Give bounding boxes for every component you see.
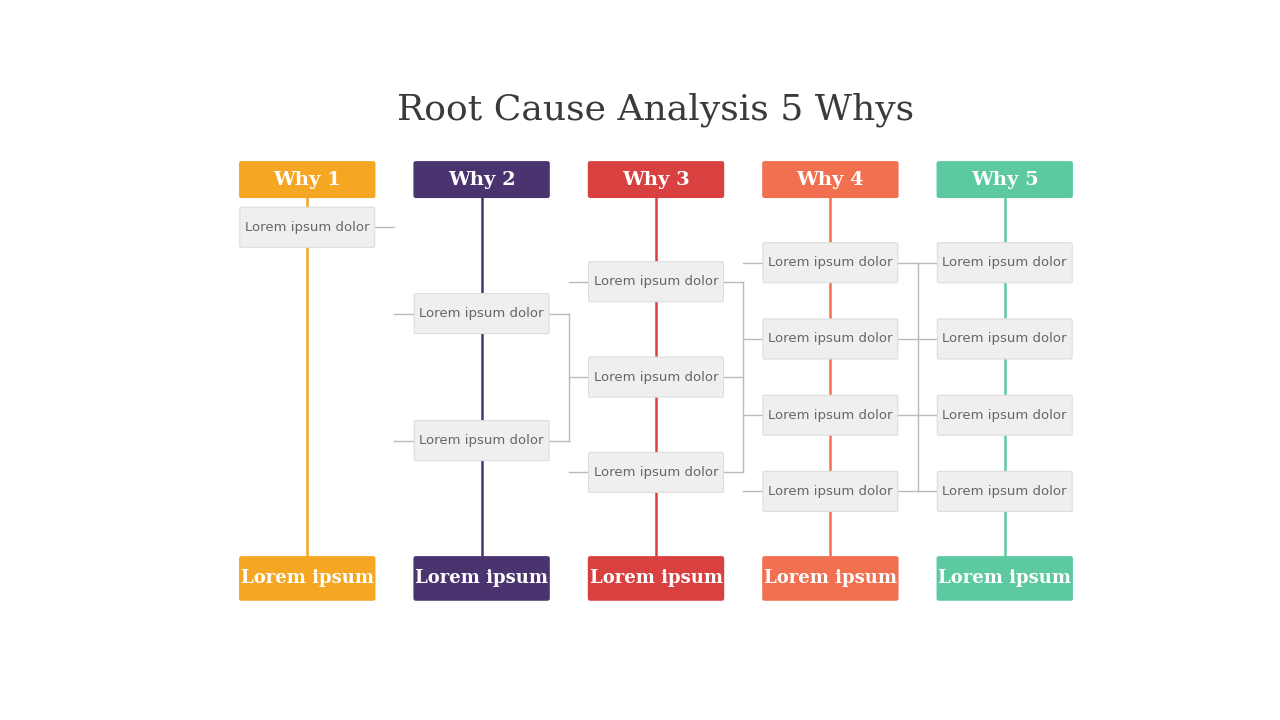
- FancyBboxPatch shape: [937, 395, 1073, 435]
- FancyBboxPatch shape: [413, 556, 550, 600]
- Text: Lorem ipsum dolor: Lorem ipsum dolor: [942, 333, 1068, 346]
- Text: Lorem ipsum: Lorem ipsum: [241, 570, 374, 588]
- FancyBboxPatch shape: [763, 472, 897, 511]
- Text: Lorem ipsum dolor: Lorem ipsum dolor: [594, 275, 718, 288]
- FancyBboxPatch shape: [762, 556, 899, 600]
- FancyBboxPatch shape: [239, 207, 375, 248]
- Text: Why 5: Why 5: [970, 171, 1038, 189]
- Text: Lorem ipsum: Lorem ipsum: [938, 570, 1071, 588]
- FancyBboxPatch shape: [937, 472, 1073, 511]
- FancyBboxPatch shape: [588, 161, 724, 198]
- Text: Root Cause Analysis 5 Whys: Root Cause Analysis 5 Whys: [397, 92, 915, 127]
- Text: Lorem ipsum dolor: Lorem ipsum dolor: [942, 256, 1068, 269]
- Text: Lorem ipsum dolor: Lorem ipsum dolor: [420, 434, 544, 447]
- Text: Lorem ipsum: Lorem ipsum: [590, 570, 722, 588]
- FancyBboxPatch shape: [413, 161, 550, 198]
- FancyBboxPatch shape: [937, 243, 1073, 283]
- FancyBboxPatch shape: [589, 452, 723, 492]
- FancyBboxPatch shape: [239, 556, 375, 600]
- Text: Lorem ipsum dolor: Lorem ipsum dolor: [594, 371, 718, 384]
- FancyBboxPatch shape: [937, 319, 1073, 359]
- Text: Lorem ipsum dolor: Lorem ipsum dolor: [768, 409, 892, 422]
- FancyBboxPatch shape: [588, 556, 724, 600]
- Text: Lorem ipsum dolor: Lorem ipsum dolor: [942, 409, 1068, 422]
- FancyBboxPatch shape: [415, 294, 549, 333]
- FancyBboxPatch shape: [763, 243, 897, 283]
- Text: Lorem ipsum: Lorem ipsum: [415, 570, 548, 588]
- Text: Lorem ipsum dolor: Lorem ipsum dolor: [420, 307, 544, 320]
- Text: Why 1: Why 1: [274, 171, 342, 189]
- FancyBboxPatch shape: [763, 319, 897, 359]
- Text: Lorem ipsum dolor: Lorem ipsum dolor: [768, 256, 892, 269]
- FancyBboxPatch shape: [762, 161, 899, 198]
- FancyBboxPatch shape: [415, 420, 549, 461]
- Text: Lorem ipsum dolor: Lorem ipsum dolor: [244, 221, 370, 234]
- FancyBboxPatch shape: [937, 161, 1073, 198]
- FancyBboxPatch shape: [589, 357, 723, 397]
- Text: Why 4: Why 4: [796, 171, 864, 189]
- Text: Lorem ipsum dolor: Lorem ipsum dolor: [594, 466, 718, 479]
- Text: Lorem ipsum dolor: Lorem ipsum dolor: [768, 333, 892, 346]
- Text: Why 2: Why 2: [448, 171, 516, 189]
- Text: Lorem ipsum dolor: Lorem ipsum dolor: [942, 485, 1068, 498]
- FancyBboxPatch shape: [589, 262, 723, 302]
- FancyBboxPatch shape: [937, 556, 1073, 600]
- Text: Why 3: Why 3: [622, 171, 690, 189]
- Text: Lorem ipsum dolor: Lorem ipsum dolor: [768, 485, 892, 498]
- FancyBboxPatch shape: [239, 161, 375, 198]
- Text: Lorem ipsum: Lorem ipsum: [764, 570, 897, 588]
- FancyBboxPatch shape: [763, 395, 897, 435]
